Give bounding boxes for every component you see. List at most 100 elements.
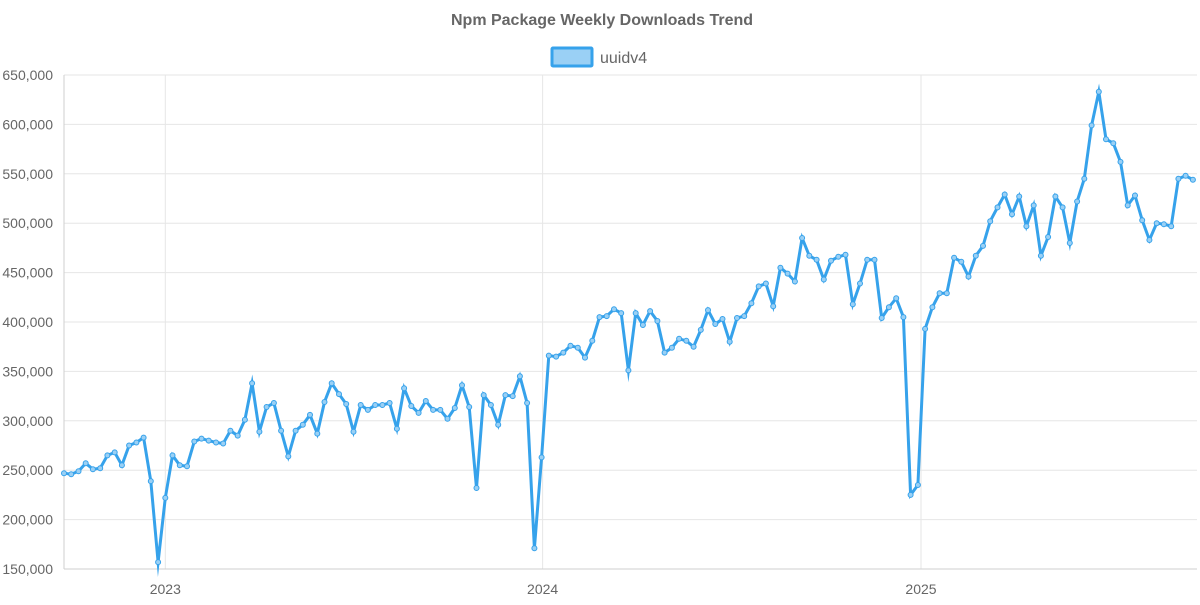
data-point[interactable]: [495, 421, 502, 428]
data-point[interactable]: [1074, 198, 1081, 205]
data-point[interactable]: [191, 438, 198, 445]
data-point[interactable]: [220, 440, 227, 447]
data-point[interactable]: [97, 465, 104, 472]
data-point[interactable]: [372, 402, 379, 408]
data-point[interactable]: [393, 425, 400, 432]
data-point[interactable]: [343, 401, 350, 407]
data-point[interactable]: [936, 290, 943, 297]
data-point[interactable]: [582, 354, 588, 361]
data-point[interactable]: [712, 321, 719, 327]
data-point[interactable]: [828, 257, 834, 264]
data-point[interactable]: [61, 470, 67, 477]
data-point[interactable]: [1124, 202, 1131, 209]
data-point[interactable]: [1182, 172, 1189, 179]
data-point[interactable]: [849, 301, 856, 308]
data-point[interactable]: [589, 337, 596, 344]
data-point[interactable]: [176, 462, 183, 469]
data-point[interactable]: [89, 466, 96, 473]
data-point[interactable]: [480, 392, 487, 399]
data-point[interactable]: [82, 460, 89, 467]
data-point[interactable]: [661, 349, 668, 356]
data-point[interactable]: [1189, 176, 1196, 183]
data-point[interactable]: [625, 367, 632, 374]
data-point[interactable]: [147, 478, 154, 485]
data-point[interactable]: [647, 308, 654, 315]
data-point[interactable]: [705, 307, 711, 314]
data-point[interactable]: [1132, 192, 1138, 199]
data-point[interactable]: [567, 342, 574, 349]
data-point[interactable]: [314, 430, 321, 437]
data-point[interactable]: [111, 449, 118, 456]
data-point[interactable]: [386, 400, 393, 406]
data-point[interactable]: [1160, 221, 1167, 228]
data-point[interactable]: [1037, 252, 1044, 259]
data-point[interactable]: [929, 304, 936, 311]
data-point[interactable]: [234, 432, 241, 439]
data-point[interactable]: [676, 335, 683, 342]
data-point[interactable]: [878, 315, 885, 321]
data-point[interactable]: [430, 406, 437, 413]
data-point[interactable]: [292, 427, 299, 434]
data-point[interactable]: [885, 304, 892, 311]
data-point[interactable]: [603, 313, 610, 320]
data-point[interactable]: [943, 290, 950, 297]
data-point[interactable]: [524, 400, 531, 406]
data-point[interactable]: [668, 344, 675, 351]
data-point[interactable]: [806, 252, 813, 259]
data-point[interactable]: [118, 462, 125, 469]
data-point[interactable]: [1175, 175, 1182, 182]
data-point[interactable]: [958, 258, 965, 265]
data-point[interactable]: [1045, 234, 1052, 240]
data-point[interactable]: [437, 406, 444, 413]
data-point[interactable]: [618, 310, 625, 317]
data-point[interactable]: [241, 416, 248, 423]
data-point[interactable]: [914, 482, 921, 488]
data-point[interactable]: [560, 349, 567, 356]
data-point[interactable]: [611, 306, 617, 313]
data-point[interactable]: [249, 380, 256, 387]
data-point[interactable]: [379, 402, 386, 408]
data-point[interactable]: [531, 545, 538, 552]
data-point[interactable]: [502, 392, 509, 399]
data-point[interactable]: [205, 437, 212, 444]
data-point[interactable]: [1110, 140, 1117, 147]
data-point[interactable]: [654, 318, 661, 324]
data-point[interactable]: [321, 399, 328, 405]
data-point[interactable]: [357, 402, 364, 408]
data-point[interactable]: [270, 400, 277, 406]
data-point[interactable]: [1016, 193, 1023, 200]
data-point[interactable]: [1066, 240, 1073, 246]
data-point[interactable]: [697, 326, 704, 333]
data-point[interactable]: [907, 491, 914, 498]
data-point[interactable]: [278, 427, 285, 434]
data-point[interactable]: [415, 409, 422, 416]
data-point[interactable]: [169, 452, 176, 459]
data-point[interactable]: [1052, 193, 1059, 200]
data-point[interactable]: [473, 485, 480, 491]
data-point[interactable]: [770, 303, 777, 310]
data-point[interactable]: [75, 468, 82, 475]
data-point[interactable]: [516, 373, 523, 380]
data-point[interactable]: [140, 434, 147, 441]
data-point[interactable]: [408, 403, 415, 409]
data-point[interactable]: [574, 344, 581, 351]
legend[interactable]: uuidv4: [550, 46, 647, 68]
data-point[interactable]: [980, 242, 986, 249]
data-point[interactable]: [965, 273, 972, 280]
data-point[interactable]: [545, 352, 552, 359]
data-point[interactable]: [422, 398, 429, 404]
data-point[interactable]: [155, 559, 162, 566]
data-point[interactable]: [871, 256, 878, 263]
data-point[interactable]: [1095, 88, 1102, 95]
data-point[interactable]: [683, 337, 690, 344]
data-point[interactable]: [762, 280, 769, 287]
data-point[interactable]: [951, 254, 958, 261]
data-point[interactable]: [1088, 122, 1095, 129]
data-point[interactable]: [307, 411, 313, 418]
data-point[interactable]: [553, 353, 560, 360]
data-point[interactable]: [857, 280, 863, 287]
data-point[interactable]: [1168, 223, 1175, 230]
data-point[interactable]: [256, 428, 263, 435]
data-point[interactable]: [994, 204, 1001, 211]
data-point[interactable]: [1009, 211, 1015, 218]
